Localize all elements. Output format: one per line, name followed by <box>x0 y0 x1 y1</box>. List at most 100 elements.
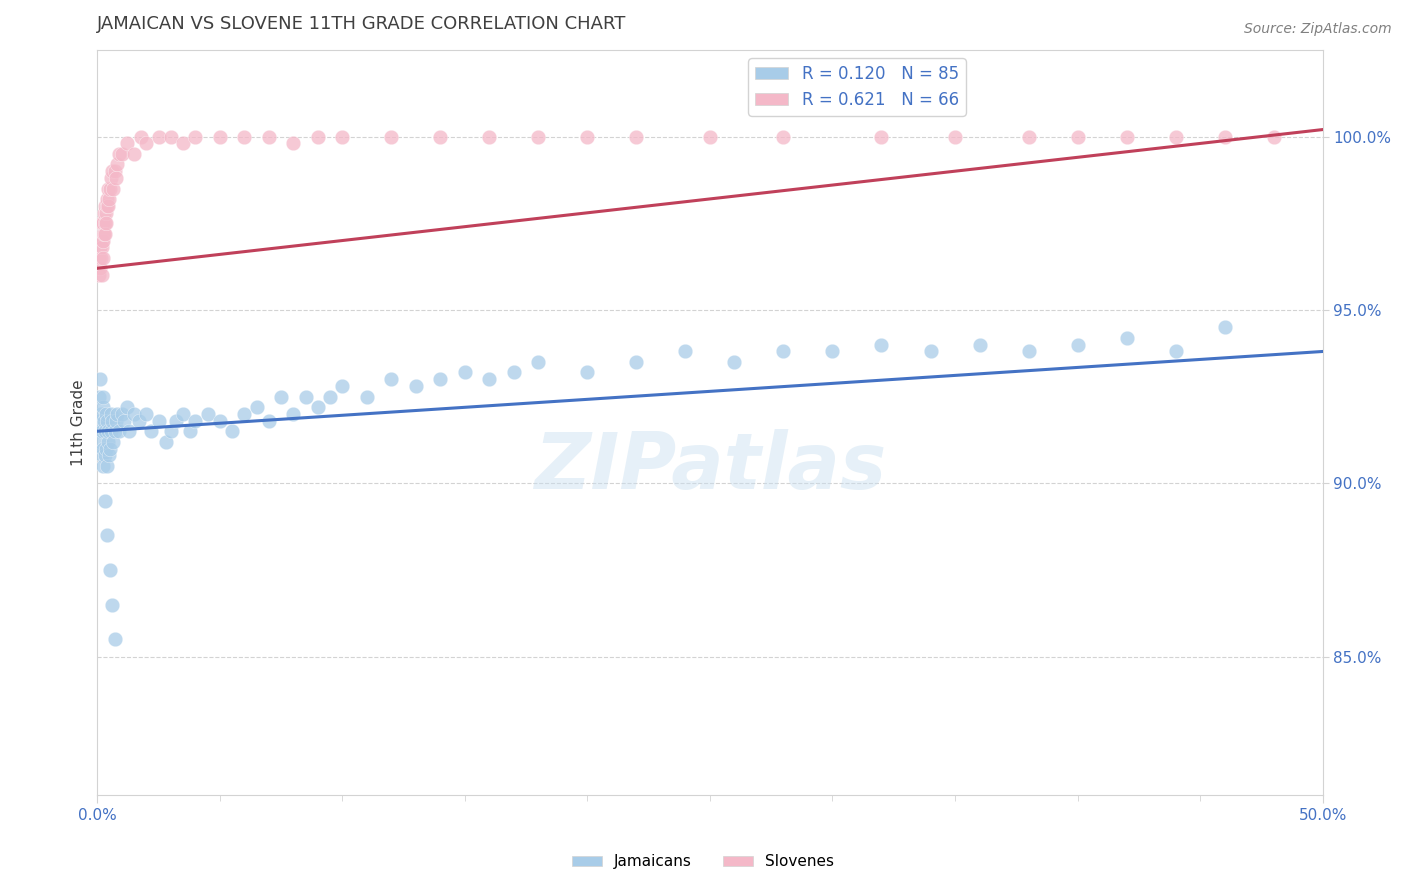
Point <box>93 227 115 241</box>
Point <box>920 344 942 359</box>
Point <box>172 407 194 421</box>
Text: JAMAICAN VS SLOVENE 11TH GRADE CORRELATION CHART: JAMAICAN VS SLOVENE 11TH GRADE CORRELATI… <box>97 15 627 33</box>
Point <box>103 424 125 438</box>
Point <box>179 424 201 438</box>
Point <box>527 355 550 369</box>
Text: ZIPatlas: ZIPatlas <box>534 429 886 505</box>
Point <box>283 407 305 421</box>
Point <box>969 337 991 351</box>
Point <box>122 146 145 161</box>
Point <box>233 129 256 144</box>
Point <box>172 136 194 151</box>
Point <box>319 390 342 404</box>
Point <box>380 129 402 144</box>
Point <box>93 390 115 404</box>
Point <box>115 136 138 151</box>
Point <box>503 365 526 379</box>
Point <box>478 372 501 386</box>
Point <box>96 192 118 206</box>
Point <box>89 240 111 254</box>
Point <box>104 414 127 428</box>
Point <box>675 344 697 359</box>
Point <box>772 129 794 144</box>
Point <box>1018 344 1040 359</box>
Point <box>356 390 378 404</box>
Point <box>870 129 893 144</box>
Point <box>103 181 125 195</box>
Point <box>184 129 207 144</box>
Point <box>943 129 966 144</box>
Point <box>98 442 121 456</box>
Point <box>626 129 648 144</box>
Point <box>148 414 170 428</box>
Point <box>257 414 280 428</box>
Point <box>208 129 231 144</box>
Point <box>233 407 256 421</box>
Y-axis label: 11th Grade: 11th Grade <box>72 379 86 466</box>
Point <box>89 234 111 248</box>
Point <box>100 407 122 421</box>
Point <box>89 414 111 428</box>
Point <box>160 129 183 144</box>
Point <box>94 424 117 438</box>
Point <box>115 400 138 414</box>
Point <box>135 407 157 421</box>
Point <box>89 261 111 276</box>
Point <box>160 424 183 438</box>
Point <box>87 390 110 404</box>
Point <box>90 449 112 463</box>
Point <box>94 206 117 220</box>
Point <box>103 632 125 647</box>
Point <box>96 414 118 428</box>
Point <box>1164 129 1187 144</box>
Point <box>122 407 145 421</box>
Point <box>91 251 114 265</box>
Point <box>89 372 111 386</box>
Point <box>576 129 599 144</box>
Point <box>91 227 114 241</box>
Point <box>112 414 135 428</box>
Legend: Jamaicans, Slovenes: Jamaicans, Slovenes <box>565 848 841 875</box>
Point <box>91 216 114 230</box>
Point <box>96 199 118 213</box>
Point <box>97 181 120 195</box>
Point <box>307 129 329 144</box>
Point <box>98 563 121 577</box>
Point <box>90 434 112 449</box>
Point <box>90 251 112 265</box>
Point <box>105 407 128 421</box>
Point <box>101 598 124 612</box>
Point <box>821 344 844 359</box>
Point <box>104 171 127 186</box>
Point <box>91 424 114 438</box>
Point <box>135 136 157 151</box>
Point <box>1018 129 1040 144</box>
Point <box>98 192 121 206</box>
Point <box>1115 129 1137 144</box>
Point <box>94 227 117 241</box>
Point <box>93 234 115 248</box>
Point <box>699 129 721 144</box>
Point <box>246 400 269 414</box>
Point <box>772 344 794 359</box>
Point <box>89 424 111 438</box>
Point <box>1263 129 1285 144</box>
Point <box>93 216 115 230</box>
Point <box>101 164 124 178</box>
Point <box>96 458 118 473</box>
Point <box>141 424 163 438</box>
Point <box>165 414 187 428</box>
Point <box>1115 330 1137 344</box>
Point <box>128 414 150 428</box>
Point <box>576 365 599 379</box>
Point <box>97 424 120 438</box>
Point <box>270 390 292 404</box>
Point <box>105 157 128 171</box>
Point <box>101 414 124 428</box>
Point <box>429 372 451 386</box>
Point <box>100 171 122 186</box>
Point <box>626 355 648 369</box>
Point <box>478 129 501 144</box>
Point <box>98 449 121 463</box>
Point <box>108 424 131 438</box>
